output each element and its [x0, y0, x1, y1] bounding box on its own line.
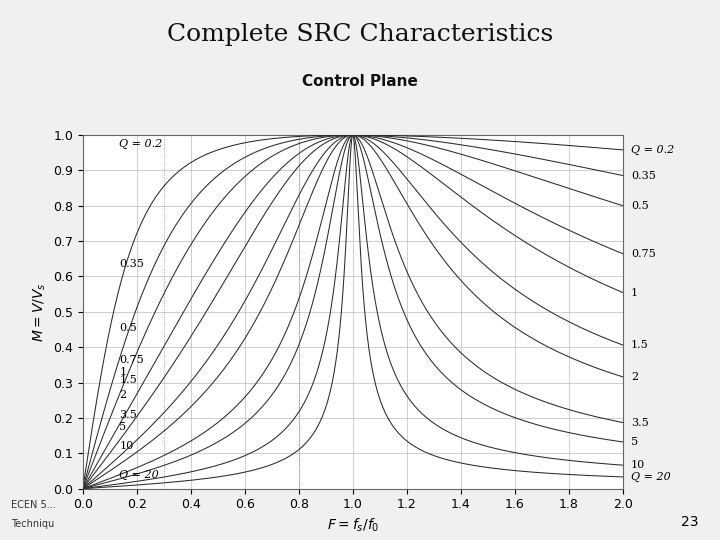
- Text: 0.5: 0.5: [120, 323, 137, 333]
- Text: ECEN 5...: ECEN 5...: [11, 500, 55, 510]
- Text: 1: 1: [631, 287, 638, 298]
- Text: 3.5: 3.5: [631, 417, 649, 428]
- Text: Techniqu: Techniqu: [11, 519, 54, 529]
- X-axis label: $F = f_s / f_0$: $F = f_s / f_0$: [327, 517, 379, 535]
- Text: 3.5: 3.5: [120, 410, 137, 420]
- Text: 0.35: 0.35: [120, 259, 144, 269]
- Text: 0.35: 0.35: [631, 171, 656, 180]
- Text: 0.5: 0.5: [631, 201, 649, 211]
- Text: 0.75: 0.75: [120, 355, 144, 365]
- Text: Complete SRC Characteristics: Complete SRC Characteristics: [167, 23, 553, 46]
- Text: 1.5: 1.5: [631, 340, 649, 350]
- Text: 0.75: 0.75: [631, 249, 656, 259]
- Text: 5: 5: [120, 422, 127, 432]
- Text: 2: 2: [120, 390, 127, 400]
- Text: 1.5: 1.5: [120, 375, 137, 385]
- Text: Control Plane: Control Plane: [302, 73, 418, 89]
- Text: 2: 2: [631, 372, 638, 382]
- Text: 5: 5: [631, 437, 638, 447]
- Text: Q = 0.2: Q = 0.2: [631, 145, 674, 155]
- Text: 1: 1: [120, 367, 127, 377]
- Text: 23: 23: [681, 515, 698, 529]
- Text: Q = 0.2: Q = 0.2: [120, 139, 163, 149]
- Text: Q = 20: Q = 20: [631, 472, 670, 482]
- Text: 10: 10: [631, 460, 645, 470]
- Text: Q = 20: Q = 20: [120, 469, 159, 480]
- Text: 10: 10: [120, 441, 133, 450]
- Y-axis label: $M = V/V_s$: $M = V/V_s$: [31, 282, 48, 342]
